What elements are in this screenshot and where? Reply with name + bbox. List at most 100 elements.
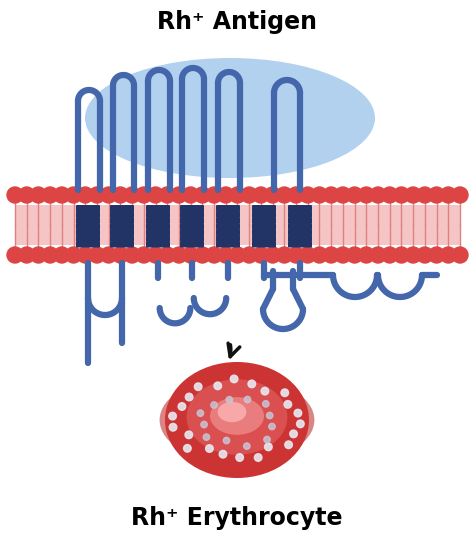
FancyBboxPatch shape [288,205,312,212]
Circle shape [89,187,105,203]
FancyBboxPatch shape [180,205,204,212]
Circle shape [185,393,193,401]
Circle shape [290,430,297,438]
FancyBboxPatch shape [76,229,100,236]
Circle shape [428,187,445,203]
FancyBboxPatch shape [76,235,100,241]
Ellipse shape [160,376,314,463]
Circle shape [7,247,23,263]
FancyBboxPatch shape [252,229,276,236]
FancyBboxPatch shape [252,205,276,212]
Circle shape [201,421,207,428]
Circle shape [253,187,269,203]
Circle shape [194,383,202,391]
Circle shape [440,187,456,203]
Ellipse shape [187,379,287,455]
Circle shape [294,409,302,417]
Circle shape [370,187,386,203]
Circle shape [440,247,456,263]
Circle shape [236,453,244,461]
Circle shape [417,247,433,263]
Circle shape [178,403,186,410]
FancyBboxPatch shape [288,229,312,236]
Circle shape [452,187,468,203]
Ellipse shape [218,402,246,422]
Circle shape [100,247,117,263]
Circle shape [197,410,204,416]
Circle shape [229,247,246,263]
Circle shape [288,187,304,203]
Circle shape [214,382,221,389]
Circle shape [30,187,46,203]
FancyBboxPatch shape [146,205,170,212]
Circle shape [112,247,128,263]
Circle shape [230,375,238,383]
Circle shape [323,187,339,203]
FancyBboxPatch shape [110,241,134,247]
FancyBboxPatch shape [146,241,170,247]
Circle shape [244,443,250,449]
Circle shape [147,187,164,203]
FancyBboxPatch shape [110,205,134,212]
Circle shape [169,423,177,431]
Circle shape [335,187,351,203]
Circle shape [417,187,433,203]
FancyBboxPatch shape [216,205,240,212]
FancyBboxPatch shape [110,211,134,218]
Circle shape [206,187,222,203]
FancyBboxPatch shape [216,235,240,241]
Circle shape [285,441,292,449]
FancyBboxPatch shape [110,235,134,241]
FancyBboxPatch shape [76,205,100,212]
Circle shape [65,247,82,263]
Circle shape [54,187,70,203]
FancyBboxPatch shape [110,229,134,236]
FancyBboxPatch shape [288,223,312,230]
Circle shape [159,187,175,203]
FancyBboxPatch shape [252,241,276,247]
Circle shape [54,247,70,263]
Circle shape [223,437,230,444]
Text: Rh⁺ Erythrocyte: Rh⁺ Erythrocyte [131,506,343,530]
Circle shape [311,247,328,263]
Circle shape [77,187,93,203]
Circle shape [452,247,468,263]
Circle shape [182,247,199,263]
FancyBboxPatch shape [252,223,276,230]
FancyBboxPatch shape [146,223,170,230]
Circle shape [382,187,398,203]
Circle shape [241,247,257,263]
FancyBboxPatch shape [146,217,170,224]
Circle shape [182,187,199,203]
Circle shape [405,187,421,203]
Circle shape [183,445,191,452]
Circle shape [185,431,192,439]
Circle shape [169,412,176,420]
FancyBboxPatch shape [216,217,240,224]
Ellipse shape [210,397,264,435]
Circle shape [42,247,58,263]
Circle shape [264,247,281,263]
Circle shape [112,187,128,203]
Ellipse shape [85,58,375,178]
Circle shape [253,247,269,263]
Circle shape [171,187,187,203]
Circle shape [264,443,272,451]
Circle shape [393,247,410,263]
FancyBboxPatch shape [180,229,204,236]
Circle shape [311,187,328,203]
Circle shape [269,423,275,430]
Circle shape [335,247,351,263]
FancyBboxPatch shape [252,211,276,218]
Circle shape [159,247,175,263]
Circle shape [18,187,35,203]
Circle shape [300,247,316,263]
FancyBboxPatch shape [288,217,312,224]
Circle shape [65,187,82,203]
FancyBboxPatch shape [288,211,312,218]
Circle shape [124,187,140,203]
Circle shape [255,453,262,461]
Circle shape [323,247,339,263]
Circle shape [346,247,363,263]
Circle shape [382,247,398,263]
